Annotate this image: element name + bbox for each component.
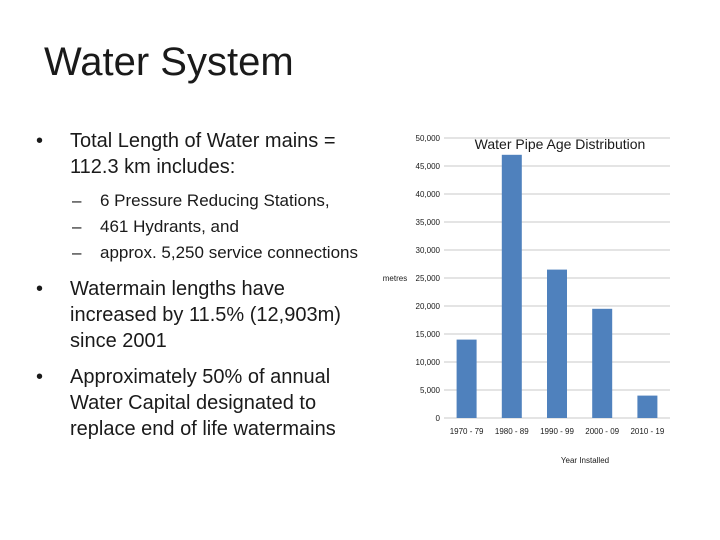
sub-bullet-connections: – approx. 5,250 service connections bbox=[36, 242, 366, 264]
bullet-length-increase: • Watermain lengths have increased by 11… bbox=[36, 276, 366, 354]
bullet-text: Total Length of Water mains = 112.3 km i… bbox=[70, 130, 336, 178]
chart-title: Water Pipe Age Distribution bbox=[475, 136, 646, 152]
bars bbox=[456, 154, 658, 419]
y-axis-label: metres bbox=[383, 274, 407, 283]
y-tick-label: 50,000 bbox=[416, 134, 441, 143]
bar bbox=[547, 269, 567, 418]
y-tick-label: 30,000 bbox=[416, 246, 441, 255]
x-tick-label: 1990 - 99 bbox=[540, 427, 574, 436]
bullet-marker: • bbox=[36, 366, 44, 388]
bar bbox=[501, 154, 522, 419]
x-axis-label: Year Installed bbox=[561, 456, 609, 465]
y-tick-label: 25,000 bbox=[416, 274, 441, 283]
y-tick-label: 0 bbox=[436, 414, 441, 423]
bar bbox=[637, 395, 658, 418]
dash-marker: – bbox=[72, 243, 82, 262]
bullet-marker: • bbox=[36, 278, 44, 300]
x-tick-label: 2000 - 09 bbox=[585, 427, 619, 436]
y-tick-label: 40,000 bbox=[416, 190, 441, 199]
sub-bullet-hydrants: – 461 Hydrants, and bbox=[36, 216, 366, 238]
bullet-capital: • Approximately 50% of annual Water Capi… bbox=[36, 364, 366, 442]
y-tick-label: 5,000 bbox=[420, 386, 441, 395]
sub-bullet-prs: – 6 Pressure Reducing Stations, bbox=[36, 190, 366, 212]
dash-marker: – bbox=[72, 191, 82, 210]
x-tick-labels: 1970 - 79 1980 - 89 1990 - 99 2000 - 09 2010… bbox=[450, 427, 665, 436]
sub-bullet-text: 461 Hydrants, and bbox=[100, 217, 239, 236]
bullet-text: Approximately 50% of annual Water Capita… bbox=[70, 366, 336, 440]
x-tick-label: 1970 - 79 bbox=[450, 427, 484, 436]
y-tick-label: 35,000 bbox=[416, 218, 441, 227]
slide-title: Water System bbox=[44, 40, 294, 84]
x-tick-label: 1980 - 89 bbox=[495, 427, 529, 436]
bullet-total-length: • Total Length of Water mains = 112.3 km… bbox=[36, 128, 366, 180]
bullet-text: Watermain lengths have increased by 11.5… bbox=[70, 278, 341, 352]
dash-marker: – bbox=[72, 217, 82, 236]
bar bbox=[592, 308, 613, 418]
y-tick-labels: 0 5,000 10,000 15,000 20,000 25,000 30,000 35,0… bbox=[416, 134, 441, 423]
pipe-age-chart: 0 5,000 10,000 15,000 20,000 25,000 30,000 35,0… bbox=[383, 134, 670, 465]
bar bbox=[456, 339, 477, 418]
y-tick-label: 20,000 bbox=[416, 302, 441, 311]
slide-body: • Total Length of Water mains = 112.3 km… bbox=[36, 128, 366, 452]
bullet-marker: • bbox=[36, 130, 44, 152]
sub-bullet-text: approx. 5,250 service connections bbox=[100, 243, 358, 262]
x-tick-label: 2010 - 19 bbox=[630, 427, 664, 436]
y-tick-label: 15,000 bbox=[416, 330, 441, 339]
y-tick-label: 10,000 bbox=[416, 358, 441, 367]
sub-bullet-text: 6 Pressure Reducing Stations, bbox=[100, 191, 330, 210]
y-tick-label: 45,000 bbox=[416, 162, 441, 171]
